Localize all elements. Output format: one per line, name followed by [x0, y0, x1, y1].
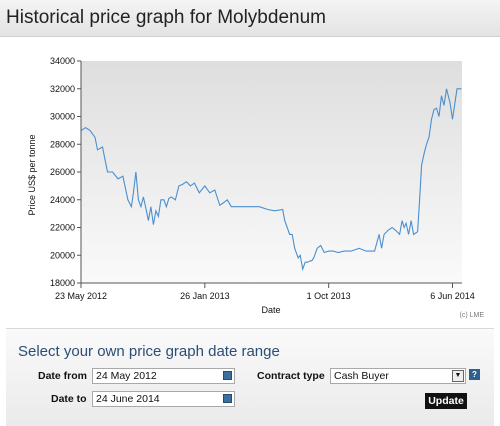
credit-label: (c) LME — [460, 312, 485, 319]
calendar-icon[interactable] — [223, 394, 232, 403]
y-tick-label: 30000 — [50, 112, 75, 122]
y-tick-label: 18000 — [50, 278, 75, 288]
chevron-down-icon[interactable]: ▼ — [452, 370, 464, 382]
page-title: Historical price graph for Molybdenum — [6, 7, 326, 28]
date-range-panel: Select your own price graph date range D… — [6, 328, 494, 426]
y-axis-label: Price US$ per tonne — [27, 134, 37, 215]
x-tick-label: 6 Jun 2014 — [430, 291, 475, 301]
title-bar: Historical price graph for Molybdenum — [0, 0, 500, 37]
x-tick-label: 26 Jan 2013 — [180, 291, 230, 301]
x-tick-label: 1 Oct 2013 — [307, 291, 351, 301]
date-to-value: 24 June 2014 — [96, 393, 160, 405]
update-button[interactable]: Update — [425, 393, 467, 409]
price-chart: 18000 20000 22000 24000 26000 28000 30000 32000… — [27, 56, 485, 319]
contract-type-select[interactable]: Cash Buyer ▼ — [330, 368, 466, 384]
y-tick-label: 22000 — [50, 223, 75, 233]
date-from-field[interactable]: 24 May 2012 — [92, 368, 235, 384]
date-to-label: Date to — [51, 393, 87, 405]
y-tick-label: 24000 — [50, 195, 75, 205]
contract-type-value: Cash Buyer — [334, 370, 389, 382]
y-tick-label: 20000 — [50, 250, 75, 260]
y-tick-label: 26000 — [50, 167, 75, 177]
date-from-label: Date from — [38, 370, 88, 382]
plot-area — [81, 61, 462, 283]
y-tick-label: 32000 — [50, 84, 75, 94]
date-range-title: Select your own price graph date range — [18, 343, 280, 360]
help-icon[interactable]: ? — [469, 369, 480, 380]
x-tick-label: 23 May 2012 — [55, 291, 107, 301]
date-from-value: 24 May 2012 — [96, 370, 157, 382]
y-tick-label: 28000 — [50, 139, 75, 149]
calendar-icon[interactable] — [223, 371, 232, 380]
date-to-field[interactable]: 24 June 2014 — [92, 391, 235, 407]
contract-type-label: Contract type — [257, 370, 325, 382]
y-tick-label: 34000 — [50, 56, 75, 66]
price-series-line — [81, 88, 462, 272]
x-axis-label: Date — [261, 305, 280, 315]
